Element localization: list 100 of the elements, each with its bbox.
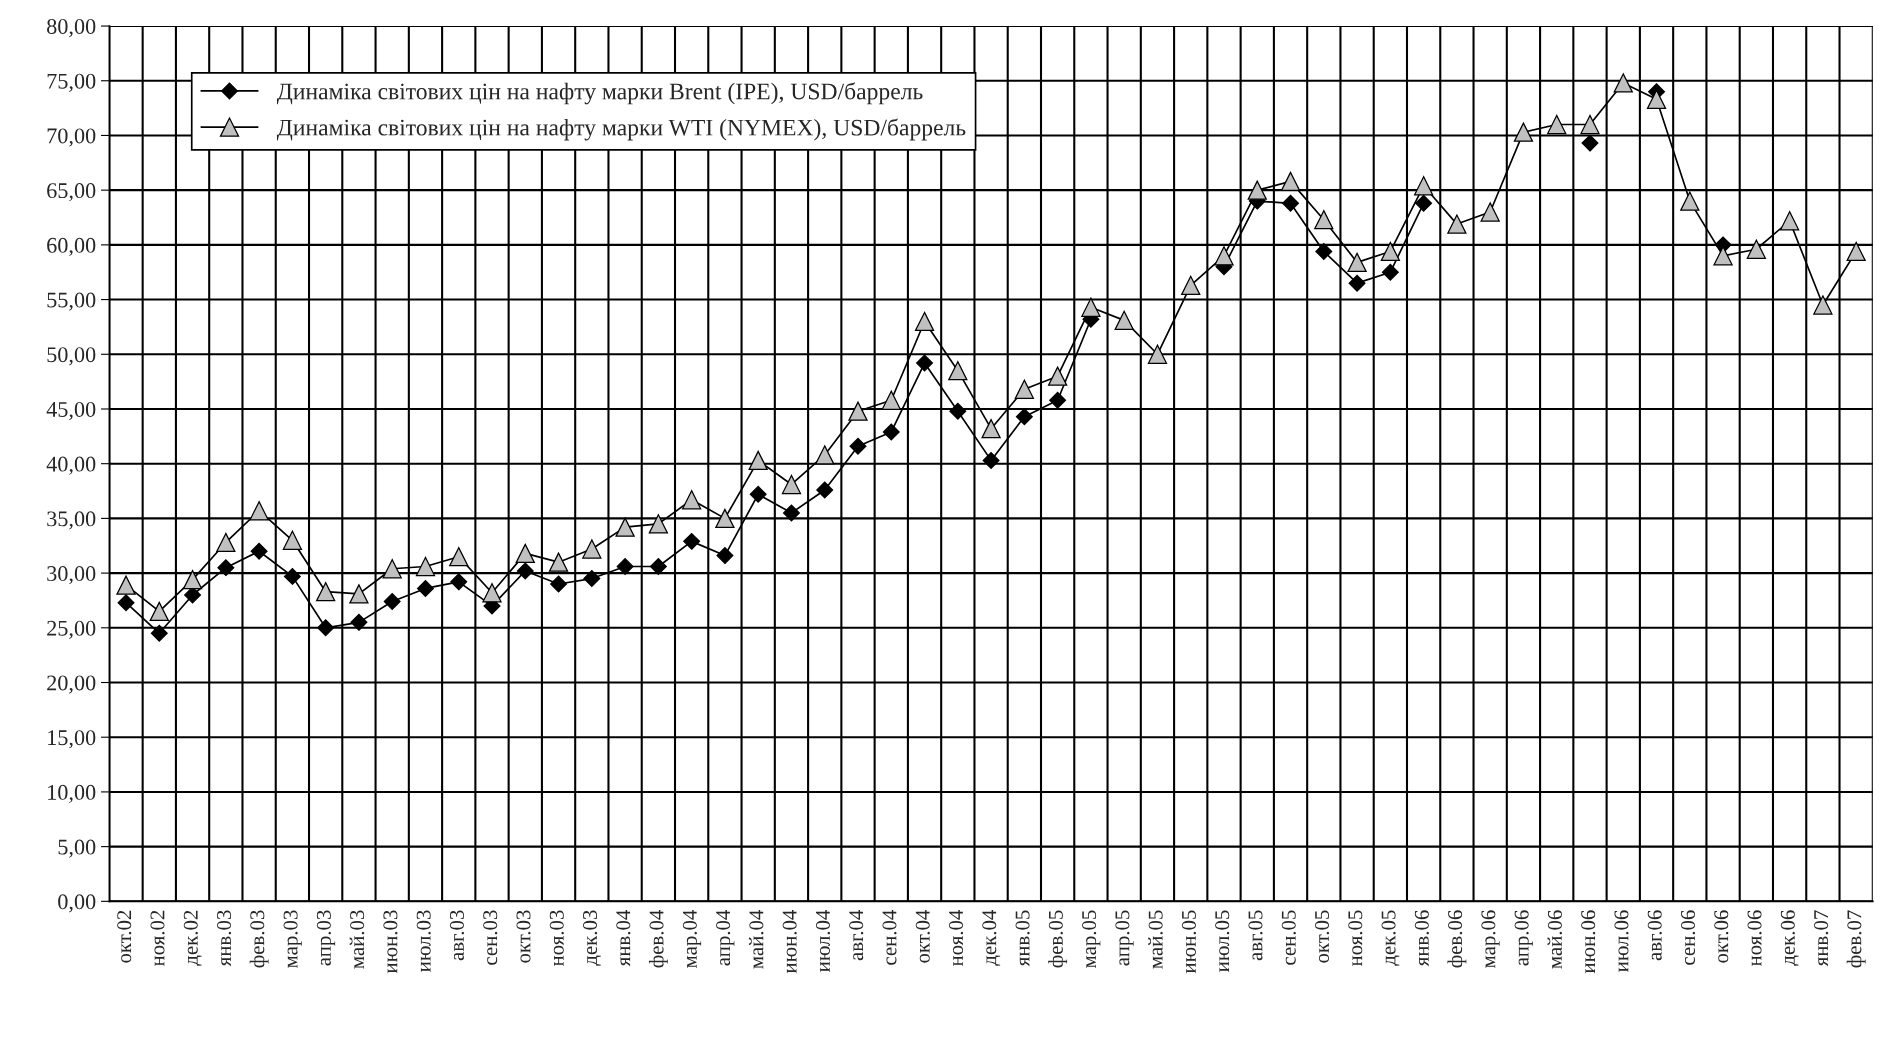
point xyxy=(1480,202,1500,222)
y-tick-label: 60,00 xyxy=(47,237,96,256)
point xyxy=(882,423,900,441)
point xyxy=(1181,275,1201,296)
x-tick-label: апр.03 xyxy=(316,910,336,966)
point xyxy=(1347,252,1367,273)
x-tick-label: окт.02 xyxy=(117,910,132,963)
point xyxy=(1314,210,1334,230)
y-tick-label: 75,00 xyxy=(47,73,96,92)
x-tick-label: мар.04 xyxy=(682,909,702,968)
x-tick-label: дек.05 xyxy=(1381,910,1400,966)
point xyxy=(1081,297,1101,317)
point xyxy=(1413,176,1434,196)
point xyxy=(149,601,169,622)
point xyxy=(1613,73,1633,93)
point xyxy=(648,514,669,534)
y-tick-label: 20,00 xyxy=(47,675,96,694)
x-tick-label: апр.04 xyxy=(716,909,735,966)
point xyxy=(1646,89,1667,110)
point xyxy=(748,450,768,471)
point xyxy=(1015,408,1033,426)
point xyxy=(815,445,835,465)
x-tick-label: авг.06 xyxy=(1647,910,1662,961)
point xyxy=(482,583,502,603)
point xyxy=(515,543,535,564)
point xyxy=(216,532,236,553)
y-tick-label: 40,00 xyxy=(46,456,96,475)
x-tick-label: мар.03 xyxy=(283,910,302,968)
point xyxy=(1147,344,1168,364)
point xyxy=(1047,366,1068,386)
y-tick-label: 80,00 xyxy=(47,18,96,38)
point xyxy=(616,558,634,576)
point xyxy=(782,504,800,522)
point xyxy=(1348,274,1366,292)
point xyxy=(383,593,401,611)
y-tick-label: 70,00 xyxy=(47,128,96,147)
point xyxy=(449,547,469,567)
x-tick-label: янв.04 xyxy=(616,909,631,967)
point xyxy=(150,624,168,642)
point xyxy=(382,559,402,579)
x-tick-label: фев.06 xyxy=(1447,910,1467,968)
legend-label: Динаміка світових цін на нафту марки Brent (IPE), USD/баррель xyxy=(276,82,923,105)
point xyxy=(1014,379,1035,399)
point xyxy=(182,570,203,590)
x-tick-label: дек.06 xyxy=(1780,910,1799,966)
x-tick-label: фев.07 xyxy=(1846,910,1866,968)
x-tick-label: дек.02 xyxy=(183,910,202,966)
x-tick-label: фев.04 xyxy=(648,909,668,968)
x-tick-label: ноя.04 xyxy=(948,909,964,967)
x-tick-label: июл.06 xyxy=(1614,910,1629,972)
point xyxy=(117,594,135,612)
x-tick-label: авг.03 xyxy=(449,910,465,961)
x-tick-label: июл.04 xyxy=(815,909,831,972)
x-tick-label: июл.05 xyxy=(1215,910,1230,972)
y-tick-label: 10,00 xyxy=(48,784,96,804)
point xyxy=(1049,391,1067,409)
x-tick-label: сен.04 xyxy=(882,909,897,965)
point xyxy=(317,619,335,637)
x-tick-label: июн.03 xyxy=(383,910,398,974)
y-tick-label: 0,00 xyxy=(58,894,96,913)
point xyxy=(1580,114,1600,135)
x-tick-label: сен.03 xyxy=(483,910,498,965)
point xyxy=(582,539,602,559)
x-tick-label: ноя.06 xyxy=(1747,910,1762,967)
x-tick-label: май.05 xyxy=(1148,910,1163,969)
point xyxy=(1214,246,1234,266)
point xyxy=(1280,171,1301,192)
point xyxy=(716,547,734,565)
x-tick-label: ноя.02 xyxy=(150,910,165,967)
point xyxy=(1713,246,1733,266)
x-tick-label: май.04 xyxy=(748,909,764,969)
point xyxy=(982,451,1000,469)
x-tick-label: ноя.05 xyxy=(1348,910,1363,967)
point xyxy=(749,485,767,503)
point xyxy=(249,501,269,521)
x-tick-label: янв.03 xyxy=(217,910,232,967)
x-tick-label: окт.03 xyxy=(516,910,531,963)
point xyxy=(1746,239,1766,259)
point xyxy=(849,437,867,455)
point xyxy=(1380,241,1401,262)
point xyxy=(1247,180,1267,200)
point xyxy=(715,508,735,529)
x-tick-label: фев.03 xyxy=(249,910,269,968)
point xyxy=(250,542,268,560)
point xyxy=(415,556,436,577)
x-tick-label: июн.06 xyxy=(1581,910,1596,974)
x-tick-label: апр.06 xyxy=(1514,910,1533,966)
point xyxy=(1581,134,1599,152)
point xyxy=(583,570,601,588)
point xyxy=(848,401,868,421)
point xyxy=(349,584,369,604)
point xyxy=(282,530,303,550)
x-tick-label: мар.05 xyxy=(1082,910,1101,968)
x-tick-label: июн.04 xyxy=(782,909,797,974)
point xyxy=(1680,191,1700,211)
point xyxy=(516,562,534,580)
point xyxy=(1846,241,1866,262)
point xyxy=(948,361,968,381)
point xyxy=(283,567,301,585)
x-tick-label: окт.05 xyxy=(1314,910,1330,963)
